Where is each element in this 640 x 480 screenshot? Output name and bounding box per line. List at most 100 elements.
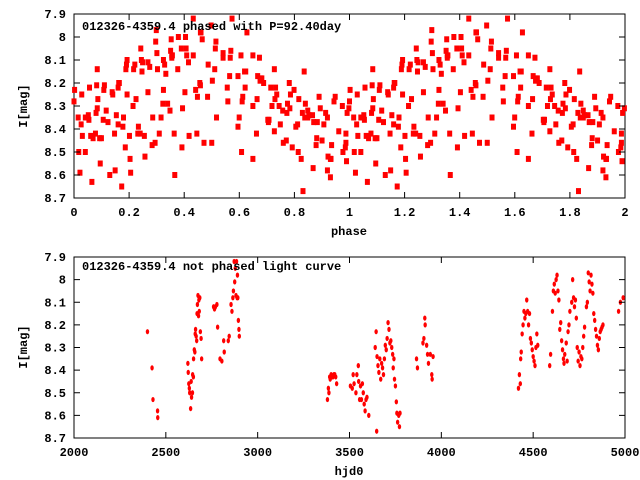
y-tick-label: 8.7 [44, 192, 66, 206]
data-point [199, 356, 204, 362]
phased-data-point [361, 112, 367, 119]
phased-data-point [94, 66, 100, 73]
phased-data-point [562, 80, 568, 86]
phased-data-point [480, 93, 486, 100]
phased-data-point [575, 188, 581, 195]
phased-data-point [199, 36, 205, 43]
phased-data-point [124, 91, 130, 98]
phased-data-point [145, 89, 151, 96]
phased-data-point [447, 172, 453, 178]
phased-data-point [513, 52, 519, 59]
phased-data-point [598, 109, 604, 116]
y-tick-label: 7.9 [44, 8, 66, 22]
x-tick-label: 1.2 [394, 206, 416, 220]
data-point [592, 310, 596, 317]
phased-data-point [466, 52, 472, 59]
phased-data-point [344, 109, 350, 116]
phased-data-point [575, 109, 581, 116]
y-tick-label: 8 [59, 274, 66, 288]
data-point [552, 281, 556, 287]
data-point [581, 333, 586, 339]
phased-data-point [310, 165, 316, 172]
phased-data-point [540, 116, 546, 123]
phased-ticks: 0 0.2 0.4 0.6 0.8 1 1.2 1.4 1.6 1.8 2 7.9 8 8.1 8.2 8.3… [44, 8, 628, 220]
phased-data-point [454, 45, 460, 52]
phased-data-point [160, 57, 166, 63]
data-point [567, 322, 571, 328]
phased-data-point [220, 50, 226, 57]
phased-data-point [212, 45, 218, 52]
phased-data-point [466, 15, 472, 22]
phased-data-point [459, 52, 465, 59]
data-point [226, 338, 230, 344]
phased-data-point [319, 137, 325, 144]
data-point [377, 369, 381, 375]
phased-data-point [253, 130, 259, 137]
phased-plot-title: 012326-4359.4 phased with P=92.40day [82, 20, 341, 34]
phased-data-point [488, 45, 494, 52]
phased-data-point [560, 100, 566, 107]
y-tick-label: 8.3 [44, 100, 66, 114]
phased-data-point [368, 130, 374, 137]
phased-data-point [183, 45, 189, 52]
phased-data-point [112, 130, 118, 137]
data-point [570, 299, 574, 305]
data-point [585, 299, 590, 305]
data-point [562, 360, 566, 366]
phased-data-point [295, 149, 301, 155]
phased-data-point [255, 73, 261, 80]
phased-data-point [127, 155, 133, 162]
phased-data-point [525, 155, 531, 162]
phased-data-point [543, 84, 549, 91]
phased-plot: 0 0.2 0.4 0.6 0.8 1 1.2 1.4 1.6 1.8 2 7.9 8 8.1 8.2 8.3… [17, 8, 629, 239]
y-tick-label: 8.1 [44, 54, 66, 68]
data-point [367, 412, 371, 418]
phased-data-point [327, 174, 333, 181]
data-point [554, 277, 558, 283]
phased-data-point [618, 139, 624, 146]
phased-data-point [314, 119, 320, 126]
phased-data-point [399, 61, 405, 68]
phased-data-point [295, 121, 301, 128]
phased-data-point [409, 96, 415, 103]
phased-data-point [183, 34, 189, 40]
phased-data-point [440, 100, 446, 107]
phased-data-point [302, 114, 308, 121]
data-point [236, 317, 241, 323]
data-point [573, 297, 578, 303]
data-point [559, 338, 564, 344]
phased-data-point [420, 89, 426, 96]
phased-data-point [332, 93, 338, 100]
data-point [555, 272, 559, 278]
phased-data-point [194, 93, 200, 100]
data-point [199, 335, 203, 342]
data-point [354, 390, 358, 396]
phased-data-point [168, 36, 174, 43]
data-point [326, 385, 331, 391]
phased-data-point [238, 52, 244, 59]
phased-data-point [604, 142, 610, 149]
data-point [215, 324, 220, 330]
data-point [580, 356, 584, 362]
data-point [187, 385, 192, 391]
data-point [394, 399, 399, 405]
phased-data-point [443, 47, 449, 54]
phased-data-point [98, 135, 104, 142]
phased-data-point [425, 142, 431, 149]
phased-data-point [179, 144, 185, 151]
data-point [189, 394, 194, 400]
data-point [430, 372, 434, 378]
data-point [194, 338, 199, 344]
phased-data-point [119, 183, 125, 190]
y-tick-label: 8.4 [44, 364, 66, 378]
phased-data-point [417, 132, 423, 139]
phased-data-point [317, 105, 323, 112]
phased-data-point [389, 112, 395, 119]
phased-data-point [271, 128, 277, 135]
data-point [532, 358, 536, 364]
phased-data-point [142, 153, 148, 160]
phased-data-point [175, 34, 181, 40]
x-tick-label: 1.8 [559, 206, 581, 220]
phased-data-point [577, 114, 583, 121]
